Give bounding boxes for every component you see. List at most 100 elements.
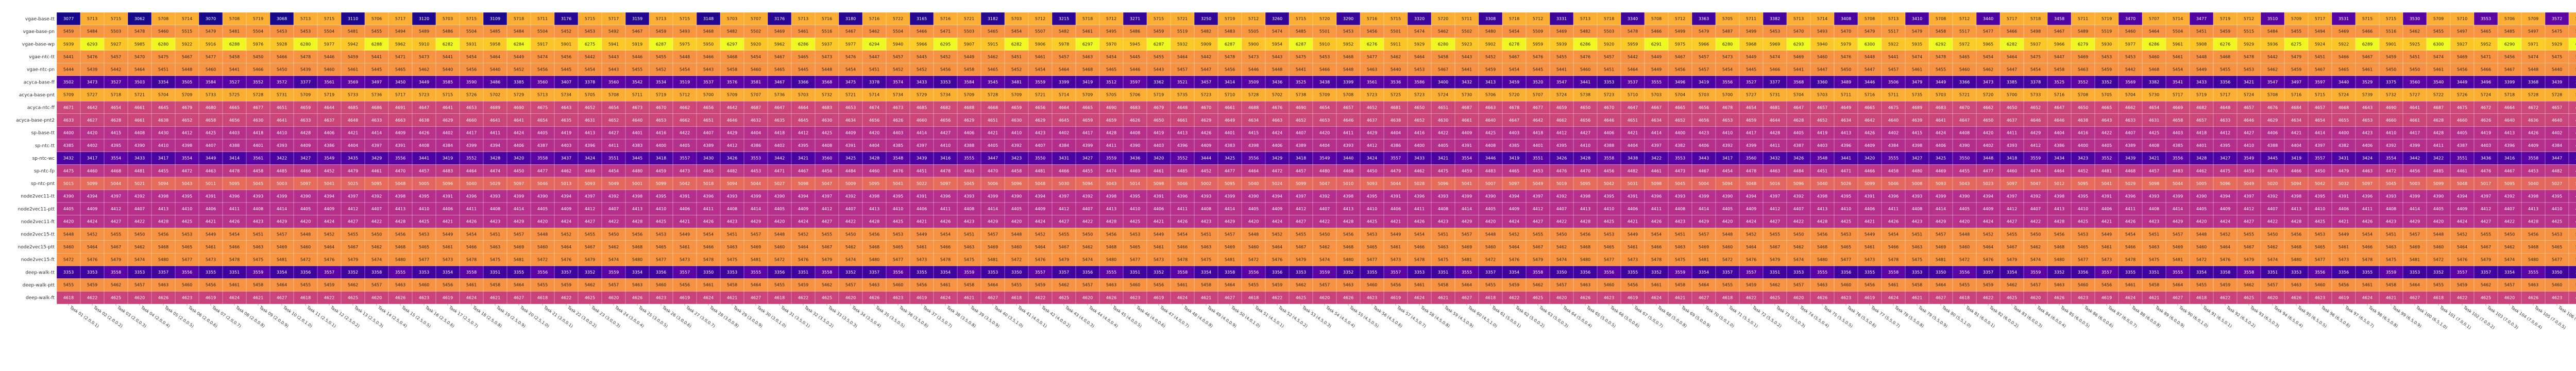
heatmap-cell-label: 3531 xyxy=(2338,16,2349,21)
heatmap-cell-label: 4425 xyxy=(419,220,429,224)
heatmap-cell-label: 4479 xyxy=(348,168,358,173)
heatmap-cell-label: 6293 xyxy=(1793,42,1804,46)
heatmap-cell-label: 4414 xyxy=(1225,207,1235,211)
heatmap-cell-label: 5448 xyxy=(2433,232,2444,237)
heatmap-cell-label: 5712 xyxy=(680,93,690,97)
heatmap-cell-label: 3356 xyxy=(300,270,311,275)
heatmap-cell-label: 5472 xyxy=(774,258,785,262)
heatmap-cell-label: 5010 xyxy=(1343,181,1353,186)
heatmap-cell-label: 5462 xyxy=(1059,283,1069,288)
heatmap-cell xyxy=(2094,25,2119,38)
heatmap-cell-label: 4648 xyxy=(1177,105,1188,110)
heatmap-cell-label: 5713 xyxy=(300,16,311,21)
heatmap-cell xyxy=(1620,12,1645,26)
heatmap-cell-label: 4626 xyxy=(893,118,903,123)
heatmap-cell-label: 3496 xyxy=(2481,80,2491,85)
heatmap-cell-label: 5450 xyxy=(608,232,619,237)
heatmap-cell-label: 5008 xyxy=(1912,181,1922,186)
heatmap-cell-label: 5474 xyxy=(371,258,382,262)
heatmap-cell-label: 5455 xyxy=(2481,232,2491,237)
heatmap-cell xyxy=(720,25,744,38)
heatmap-cell xyxy=(198,25,223,38)
heatmap-cell-label: 5705 xyxy=(2102,93,2112,97)
heatmap-cell-label: 4456 xyxy=(2410,168,2420,173)
heatmap-cell-label: 5024 xyxy=(1272,181,1282,186)
heatmap-cell-label: 5477 xyxy=(1367,258,1377,262)
heatmap-cell-label: 3340 xyxy=(1628,16,1638,21)
heatmap-cell-label: 4418 xyxy=(253,131,263,136)
heatmap-cell-label: 5456 xyxy=(1367,29,1377,34)
heatmap-cell-label: 5703 xyxy=(1699,93,1709,97)
heatmap-cell-label: 5007 xyxy=(1485,181,1496,186)
heatmap-cell xyxy=(1312,37,1337,51)
heatmap-cell-label: 4670 xyxy=(1604,105,1614,110)
heatmap-cell-label: 5462 xyxy=(1793,245,1804,249)
heatmap-cell-label: 3432 xyxy=(1462,80,1472,85)
heatmap-cell-label: 4393 xyxy=(1201,194,1211,199)
heatmap-cell-label: 4458 xyxy=(1888,168,1899,173)
heatmap-cell-label: 5452 xyxy=(917,68,927,72)
heatmap-cell xyxy=(56,25,81,38)
heatmap-cell-label: 5463 xyxy=(1675,245,1685,249)
heatmap-cell-label: 5032 xyxy=(2338,181,2349,186)
heatmap-cell-label: 4656 xyxy=(1699,118,1709,123)
heatmap-cell-label: 5503 xyxy=(964,29,974,34)
heatmap-cell-label: 3416 xyxy=(2504,156,2515,161)
heatmap-cell xyxy=(1976,12,2001,26)
heatmap-cell-label: 5450 xyxy=(277,68,287,72)
heatmap-cell-label: 4397 xyxy=(371,143,382,148)
heatmap-cell-label: 5456 xyxy=(917,283,927,288)
heatmap-cell-label: 4391 xyxy=(443,194,453,199)
heatmap-cell-label: 5459 xyxy=(324,283,334,288)
heatmap-cell-label: 3354 xyxy=(1509,270,1519,275)
heatmap-cell-label: 4472 xyxy=(2386,168,2396,173)
heatmap-cell xyxy=(1857,12,1882,26)
heatmap-cell xyxy=(2497,25,2522,38)
heatmap-cell xyxy=(625,12,650,26)
heatmap-cell-label: 5455 xyxy=(774,283,785,288)
heatmap-cell-label: 5456 xyxy=(443,283,453,288)
heatmap-cell-label: 5966 xyxy=(917,42,927,46)
heatmap-cell-label: 4384 xyxy=(443,143,453,148)
heatmap-cell-label: 3362 xyxy=(1154,80,1164,85)
heatmap-cell-label: 5939 xyxy=(63,42,74,46)
heatmap-cell-label: 4429 xyxy=(1367,131,1377,136)
heatmap-cell-label: 4406 xyxy=(917,207,927,211)
heatmap-cell-label: 4412 xyxy=(1770,207,1780,211)
heatmap-cell-label: 5456 xyxy=(1580,232,1590,237)
heatmap-cell-label: 4400 xyxy=(63,131,74,136)
heatmap-cell-label: 4420 xyxy=(1722,220,1733,224)
heatmap-cell-label: 5442 xyxy=(585,55,595,59)
heatmap-cell-label: 3385 xyxy=(514,80,524,85)
heatmap-cell-label: 5466 xyxy=(2007,29,2017,34)
heatmap-cell-label: 5462 xyxy=(988,55,998,59)
heatmap-cell-label: 5474 xyxy=(1082,258,1093,262)
heatmap-cell-label: 3351 xyxy=(2149,270,2159,275)
heatmap-cell-label: 4408 xyxy=(964,207,974,211)
heatmap-cell-label: 3551 xyxy=(2457,156,2467,161)
heatmap-cell-label: 4690 xyxy=(1106,105,1116,110)
heatmap-cell xyxy=(1999,25,2024,38)
heatmap-cell-label: 3250 xyxy=(1201,16,1211,21)
heatmap-cell-label: 3534 xyxy=(656,80,666,85)
heatmap-cell xyxy=(2213,25,2238,38)
heatmap-cell-label: 3421 xyxy=(798,156,808,161)
heatmap-cell-label: 4417 xyxy=(2410,131,2420,136)
heatmap-cell-label: 4395 xyxy=(893,194,903,199)
heatmap-cell-label: 3537 xyxy=(1628,80,1638,85)
heatmap-cell-label: 5461 xyxy=(2338,245,2349,249)
heatmap-cell-label: 4641 xyxy=(490,118,500,123)
heatmap-cell-label: 5467 xyxy=(1509,55,1519,59)
heatmap-cell-label: 5462 xyxy=(1319,245,1330,249)
heatmap-cell-label: 5481 xyxy=(277,258,287,262)
heatmap-cell-label: 4397 xyxy=(822,194,832,199)
heatmap-cell xyxy=(80,25,105,38)
heatmap-cell-label: 5460 xyxy=(2552,283,2562,288)
heatmap-cell-label: 4464 xyxy=(2054,168,2064,173)
heatmap-cell-label: 3357 xyxy=(158,270,168,275)
heatmap-cell-label: 4390 xyxy=(2196,194,2207,199)
heatmap-cell-label: 5908 xyxy=(2196,42,2207,46)
heatmap-cell-label: 5464 xyxy=(751,283,761,288)
heatmap-cell-label: 3597 xyxy=(1130,80,1140,85)
heatmap-cell xyxy=(1976,25,2001,38)
